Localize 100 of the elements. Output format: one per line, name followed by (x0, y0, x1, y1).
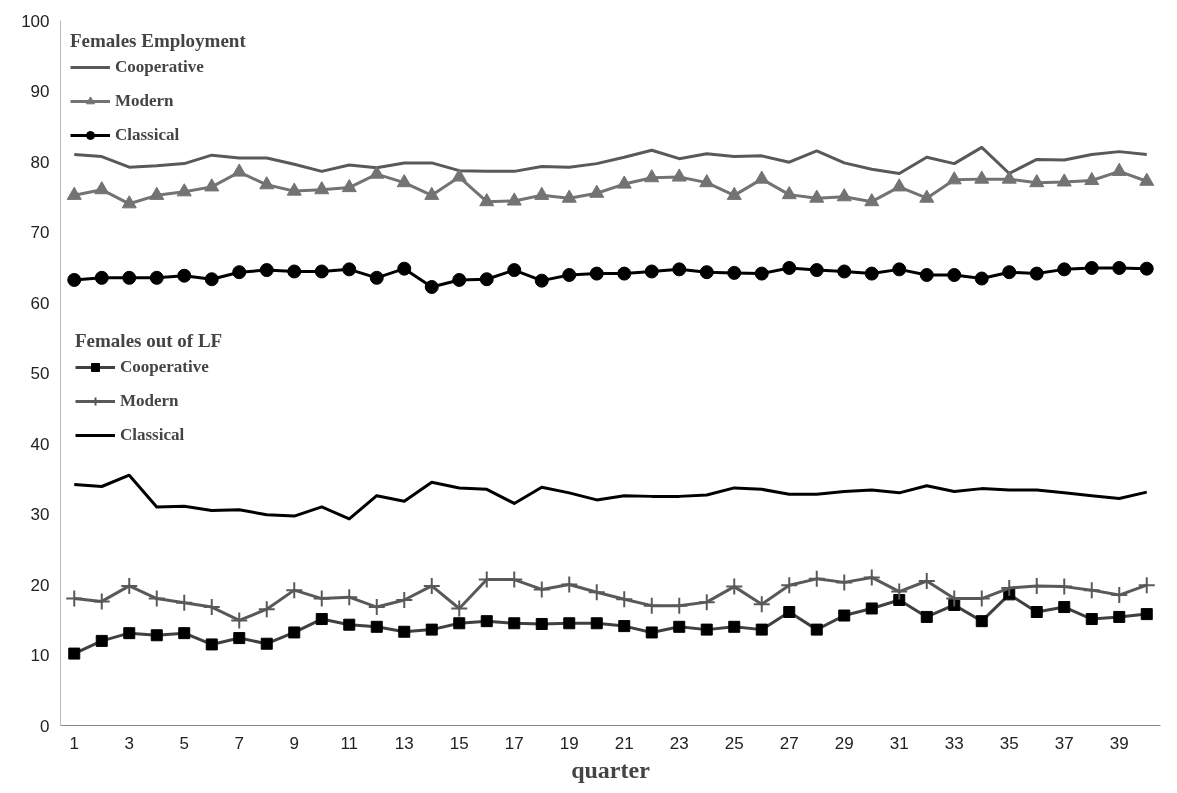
annotation: Females Employment (70, 30, 246, 52)
y-tick-label: 60 (30, 293, 50, 313)
point (1111, 162, 1127, 176)
point (890, 582, 909, 601)
point (589, 266, 604, 281)
point (587, 583, 606, 602)
point (725, 577, 744, 596)
point (424, 186, 440, 200)
point (617, 266, 632, 281)
x-tick-label: 13 (394, 733, 414, 753)
point (727, 265, 742, 280)
point (204, 178, 220, 192)
point (562, 268, 577, 282)
point (65, 589, 84, 608)
point (864, 193, 880, 207)
x-tick-label: 35 (999, 733, 1019, 753)
point (259, 263, 274, 278)
point (752, 595, 771, 614)
point (149, 186, 165, 200)
point (1000, 579, 1019, 598)
point (781, 186, 797, 200)
point (450, 599, 469, 618)
point (177, 268, 192, 283)
point (754, 170, 770, 184)
point (1001, 170, 1017, 184)
point (809, 189, 825, 203)
point (864, 266, 879, 281)
x-tick-label: 1 (69, 733, 79, 753)
point (66, 186, 82, 200)
y-tick-label: 40 (30, 434, 50, 454)
x-tick-label: 19 (559, 733, 579, 753)
point (257, 600, 276, 619)
point (451, 168, 467, 182)
x-tick-label: 29 (834, 733, 854, 753)
point (616, 175, 632, 189)
point (1112, 260, 1127, 275)
point (286, 182, 302, 196)
point (1137, 576, 1156, 595)
point (560, 575, 579, 594)
y-tick-label: 10 (30, 646, 50, 665)
legend-label: Modern (120, 391, 179, 411)
x-tick-label: 7 (234, 733, 244, 753)
point (340, 588, 359, 607)
point (285, 581, 304, 600)
point (1002, 265, 1017, 280)
point (232, 265, 247, 280)
point (341, 179, 357, 193)
point (589, 184, 605, 198)
point (1110, 586, 1129, 605)
point (367, 598, 386, 617)
legend-label: Classical (120, 425, 185, 445)
point (919, 189, 935, 203)
point (782, 260, 797, 275)
legend-label: Cooperative (120, 357, 209, 377)
point (369, 165, 385, 179)
y-tick-label: 20 (30, 575, 50, 595)
point (699, 174, 715, 188)
point (122, 270, 137, 285)
point (94, 270, 109, 285)
point (202, 598, 221, 617)
point (314, 264, 329, 279)
legend-label: Cooperative (115, 57, 204, 77)
point (147, 589, 166, 608)
point (697, 593, 716, 612)
y-tick-label: 90 (30, 82, 50, 101)
point (175, 593, 194, 612)
point (532, 580, 551, 599)
legend-label: Classical (115, 125, 180, 145)
point (506, 192, 522, 206)
point (1139, 172, 1155, 186)
x-tick-label: 21 (614, 733, 634, 753)
x-tick-label: 9 (289, 733, 299, 753)
x-tick-label: 39 (1109, 733, 1129, 753)
point (314, 181, 330, 195)
point (230, 611, 249, 630)
x-tick-label: 11 (340, 733, 359, 753)
annotation: Females out of LF (75, 330, 223, 352)
point (644, 169, 660, 183)
point (672, 262, 687, 277)
point (176, 183, 192, 197)
x-tick-label: 27 (779, 733, 799, 753)
point (1055, 577, 1074, 596)
point (891, 178, 907, 192)
point (671, 168, 687, 182)
point (120, 576, 139, 595)
point (946, 171, 962, 185)
point (424, 280, 439, 294)
point (837, 264, 852, 279)
point (917, 571, 936, 590)
point (534, 273, 549, 288)
point (919, 268, 934, 282)
x-tick-label: 25 (724, 733, 744, 753)
point (1084, 260, 1099, 275)
point (534, 186, 550, 200)
x-tick-label: 3 (124, 733, 134, 753)
point (342, 262, 357, 277)
point (947, 268, 962, 282)
y-tick-label: 70 (30, 223, 50, 242)
point (1082, 581, 1101, 600)
point (67, 272, 82, 287)
